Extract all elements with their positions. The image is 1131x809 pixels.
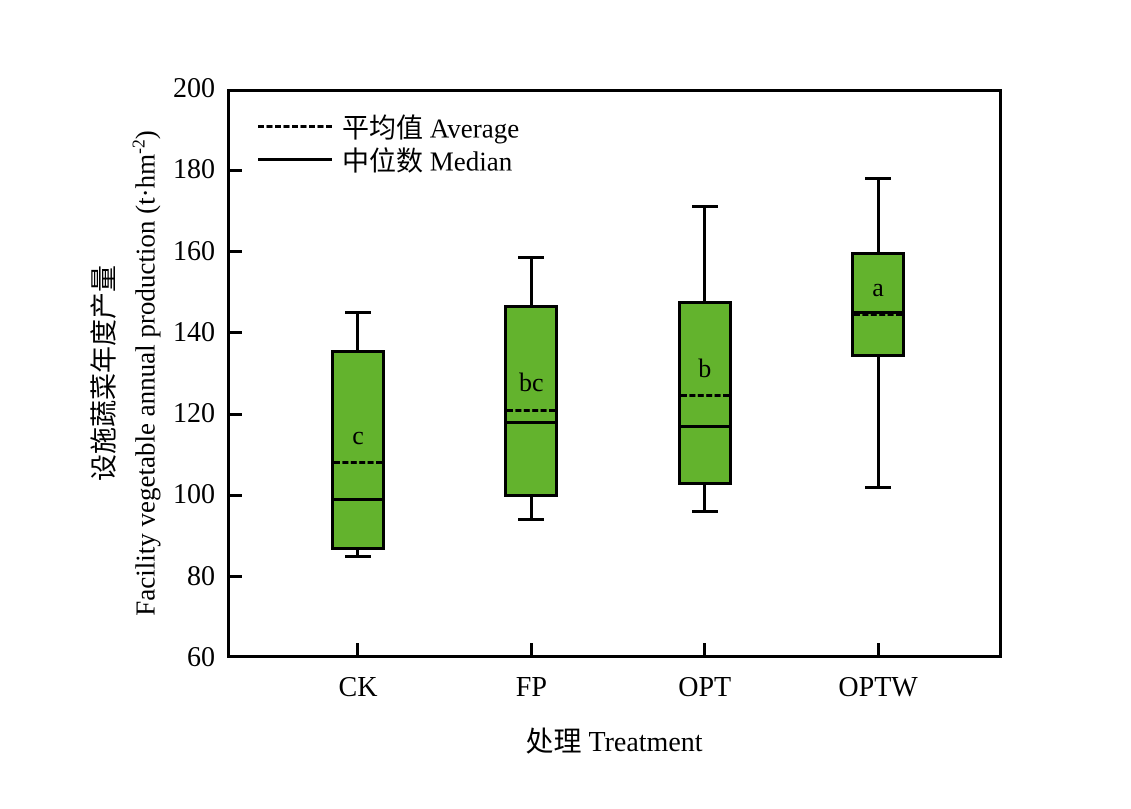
mean-line bbox=[854, 313, 903, 317]
y-axis-title-en-close: ) bbox=[130, 130, 161, 140]
y-tick-label: 160 bbox=[173, 235, 215, 267]
median-line bbox=[854, 311, 903, 315]
y-tick-label: 140 bbox=[173, 316, 215, 348]
x-tick-label-fp: FP bbox=[515, 672, 547, 703]
box-optw bbox=[851, 252, 906, 357]
mean-line bbox=[680, 394, 729, 398]
whisker-cap-top bbox=[865, 176, 892, 180]
median-line bbox=[507, 420, 556, 424]
significance-letter-a: a bbox=[872, 272, 884, 302]
whisker-cap-top bbox=[518, 256, 545, 260]
y-axis-title: 设施蔬菜年度产量 Facility vegetable annual produ… bbox=[88, 130, 163, 615]
y-tick-mark bbox=[230, 250, 242, 254]
legend-label-average: 平均值 Average bbox=[342, 113, 520, 144]
box-fp bbox=[504, 304, 559, 497]
x-tick-label-opt: OPT bbox=[678, 672, 732, 703]
y-axis-title-en: Facility vegetable annual production (t·… bbox=[130, 153, 161, 616]
legend-solid-line-sample bbox=[258, 157, 332, 161]
whisker-cap-bottom bbox=[518, 518, 545, 522]
whisker-cap-bottom bbox=[691, 510, 718, 514]
y-tick-label: 80 bbox=[187, 560, 215, 592]
y-axis-title-zh: 设施蔬菜年度产量 bbox=[89, 265, 120, 482]
x-tick-mark bbox=[356, 643, 360, 655]
box-opt bbox=[677, 300, 732, 485]
y-tick-mark bbox=[230, 412, 242, 416]
y-tick-label: 120 bbox=[173, 398, 215, 430]
x-axis-title: 处理 Treatment bbox=[525, 727, 703, 758]
y-tick-mark bbox=[230, 331, 242, 335]
mean-line bbox=[333, 461, 382, 465]
median-line bbox=[680, 424, 729, 428]
x-tick-mark bbox=[876, 643, 880, 655]
legend-dashed-line-sample bbox=[258, 124, 332, 128]
whisker-cap-bottom bbox=[344, 554, 371, 558]
y-tick-label: 200 bbox=[173, 73, 215, 104]
legend-label-median: 中位数 Median bbox=[342, 146, 513, 177]
significance-letter-bc: bc bbox=[519, 368, 544, 398]
y-tick-mark bbox=[230, 575, 242, 579]
significance-letter-c: c bbox=[352, 420, 364, 450]
y-tick-label: 180 bbox=[173, 154, 215, 186]
significance-letter-b: b bbox=[698, 353, 712, 383]
median-line bbox=[333, 497, 382, 501]
y-tick-mark bbox=[230, 168, 242, 172]
whisker-cap-bottom bbox=[865, 485, 892, 489]
whisker-cap-top bbox=[691, 205, 718, 209]
x-tick-mark bbox=[529, 643, 533, 655]
x-tick-label-optw: OPTW bbox=[838, 672, 918, 703]
y-axis-title-superscript: -2 bbox=[128, 139, 149, 154]
y-tick-label: 100 bbox=[173, 479, 215, 511]
y-tick-mark bbox=[230, 493, 242, 497]
box-ck bbox=[330, 349, 385, 550]
x-tick-label-ck: CK bbox=[338, 672, 378, 703]
whisker-cap-top bbox=[344, 311, 371, 315]
y-tick-label: 60 bbox=[187, 642, 215, 673]
x-tick-mark bbox=[703, 643, 707, 655]
mean-line bbox=[507, 408, 556, 412]
